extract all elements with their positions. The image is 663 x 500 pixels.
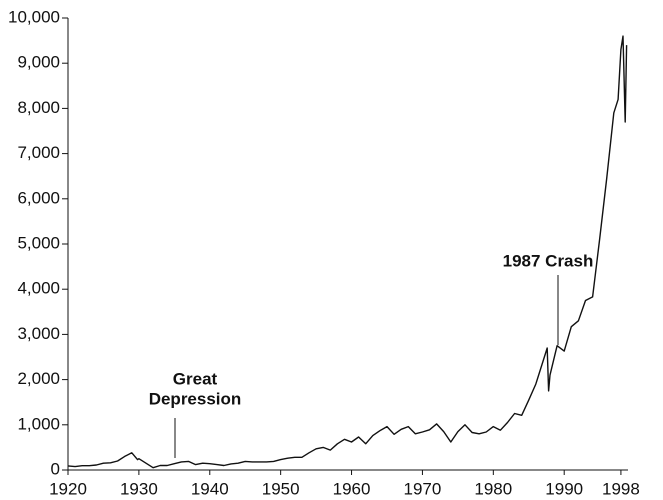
y-tick-label: 5,000 bbox=[17, 233, 60, 252]
y-tick-label: 2,000 bbox=[17, 369, 60, 388]
x-tick-label: 1990 bbox=[545, 479, 583, 498]
y-tick-label: 1,000 bbox=[17, 414, 60, 433]
y-tick-label: 8,000 bbox=[17, 98, 60, 117]
y-tick-label: 7,000 bbox=[17, 143, 60, 162]
y-tick-label: 0 bbox=[51, 459, 60, 478]
x-tick-label: 1920 bbox=[49, 479, 87, 498]
x-tick-label: 1930 bbox=[120, 479, 158, 498]
y-tick-label: 3,000 bbox=[17, 324, 60, 343]
y-tick-label: 4,000 bbox=[17, 279, 60, 298]
x-tick-label: 1940 bbox=[191, 479, 229, 498]
y-tick-label: 9,000 bbox=[17, 53, 60, 72]
x-tick-label: 1980 bbox=[474, 479, 512, 498]
annotation: Great bbox=[173, 369, 218, 388]
y-tick-label: 10,000 bbox=[8, 7, 60, 26]
annotation: 1987 Crash bbox=[503, 251, 594, 270]
x-tick-label: 1950 bbox=[262, 479, 300, 498]
x-tick-label: 1998 bbox=[602, 479, 640, 498]
data-line bbox=[67, 35, 628, 469]
y-tick-label: 6,000 bbox=[17, 188, 60, 207]
x-tick-label: 1970 bbox=[404, 479, 442, 498]
annotation: Depression bbox=[149, 389, 242, 408]
x-tick-label: 1960 bbox=[333, 479, 371, 498]
